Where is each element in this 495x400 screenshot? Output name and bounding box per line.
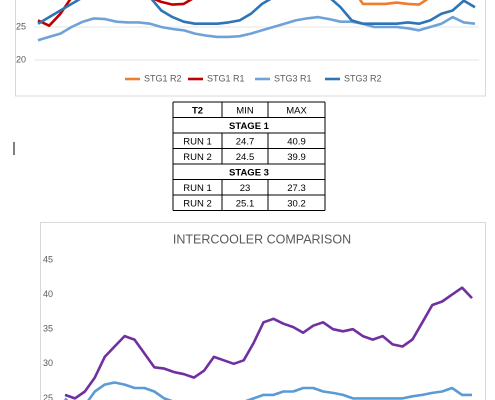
chart-frame xyxy=(15,0,486,97)
chart-title: INTERCOOLER COMPARISON xyxy=(173,232,351,246)
table: T2 MIN MAX STAGE 1 RUN 1 24.7 40.9 RUN 2 24.5 39.… xyxy=(172,101,326,211)
section-title: STAGE 1 xyxy=(229,121,270,132)
legend-label: STG3 R2 xyxy=(344,73,382,83)
table-cell: RUN 2 xyxy=(183,152,212,163)
y-tick-label: 20 xyxy=(16,54,26,64)
table-cell: 23 xyxy=(240,183,251,194)
y-tick-label: 25 xyxy=(16,21,26,31)
legend-label: STG1 R1 xyxy=(207,73,245,83)
table-header: MIN xyxy=(236,105,254,116)
series-line xyxy=(64,381,472,400)
table-header: T2 xyxy=(192,105,203,116)
series-line xyxy=(358,0,429,6)
series-line xyxy=(64,286,473,400)
section-title: STAGE 3 xyxy=(229,167,269,178)
y-tick-label: 40 xyxy=(43,289,53,299)
table-cell: 25.1 xyxy=(236,198,255,209)
series-line xyxy=(37,0,476,25)
y-tick-label: 25 xyxy=(43,393,53,400)
table-cell: RUN 1 xyxy=(183,183,212,194)
table-cell: 24.7 xyxy=(236,136,255,147)
legend-label: STG3 R1 xyxy=(274,73,312,83)
table-cell: RUN 2 xyxy=(183,198,212,209)
table-cell: 27.3 xyxy=(287,183,306,194)
y-tick-label: 35 xyxy=(43,324,53,334)
table-cell: RUN 1 xyxy=(183,136,212,147)
y-tick-label: 45 xyxy=(43,254,53,264)
chart-frame xyxy=(40,222,486,400)
table-cell: 40.9 xyxy=(287,136,306,147)
table-cell: 30.2 xyxy=(287,198,306,209)
table-header: MAX xyxy=(286,105,307,116)
legend-label: STG1 R2 xyxy=(144,73,182,83)
table-cell: 39.9 xyxy=(287,152,306,163)
table-cell: 24.5 xyxy=(236,152,255,163)
y-tick-label: 30 xyxy=(43,358,53,368)
series-line xyxy=(37,15,476,42)
